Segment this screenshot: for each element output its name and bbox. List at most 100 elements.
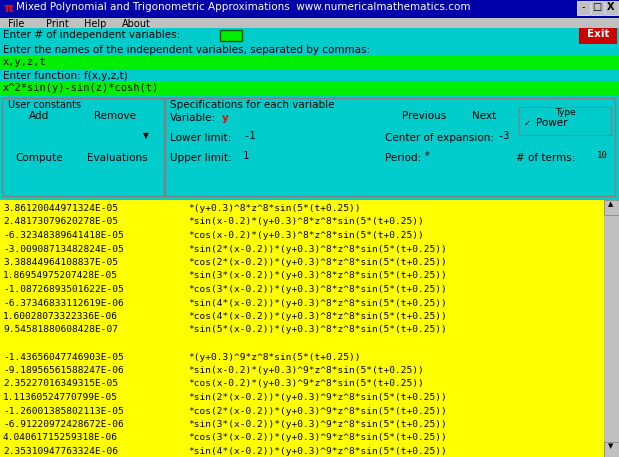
Text: Enter # of independent variables:: Enter # of independent variables: [3, 30, 180, 40]
Text: *(y+0.3)^9*z^8*sin(5*(t+0.25)): *(y+0.3)^9*z^8*sin(5*(t+0.25)) [188, 352, 360, 361]
Text: Upper limit:: Upper limit: [170, 153, 232, 163]
Bar [2, 98, 164, 196]
Bar [494, 130, 604, 144]
Text: 9.54581880608428E-07: 9.54581880608428E-07 [3, 325, 118, 335]
Text: *cos(2*(x-0.2))*(y+0.3)^9*z^8*sin(5*(t+0.25)): *cos(2*(x-0.2))*(y+0.3)^9*z^8*sin(5*(t+0… [188, 406, 447, 415]
Text: -1.26001385802113E-05: -1.26001385802113E-05 [3, 406, 124, 415]
Bar [604, 200, 619, 457]
Text: *sin(5*(x-0.2))*(y+0.3)^8*z^8*sin(5*(t+0.25)): *sin(5*(x-0.2))*(y+0.3)^8*z^8*sin(5*(t+0… [188, 325, 447, 335]
Text: *sin(x-0.2)*(y+0.3)^8*z^8*sin(5*(t+0.25)): *sin(x-0.2)*(y+0.3)^8*z^8*sin(5*(t+0.25)… [188, 218, 424, 227]
Bar [591, 1, 604, 15]
Bar [0, 96, 619, 200]
Text: -: - [581, 2, 585, 12]
Text: *sin(x-0.2)*(y+0.3)^9*z^8*sin(5*(t+0.25)): *sin(x-0.2)*(y+0.3)^9*z^8*sin(5*(t+0.25)… [188, 366, 424, 375]
Text: Next: Next [472, 111, 496, 121]
Text: *cos(3*(x-0.2))*(y+0.3)^8*z^8*sin(5*(t+0.25)): *cos(3*(x-0.2))*(y+0.3)^8*z^8*sin(5*(t+0… [188, 285, 447, 294]
Text: ✓: ✓ [524, 119, 530, 128]
Text: 2.35310947763324E-06: 2.35310947763324E-06 [3, 447, 118, 456]
Bar [519, 107, 611, 135]
Text: -1.43656047746903E-05: -1.43656047746903E-05 [3, 352, 124, 361]
Text: Add: Add [29, 111, 49, 121]
Bar [8, 110, 70, 126]
Text: *: * [423, 151, 429, 161]
Text: 2.35227016349315E-05: 2.35227016349315E-05 [3, 379, 118, 388]
Text: x^2*sin(y)-sin(z)*cosh(t): x^2*sin(y)-sin(z)*cosh(t) [3, 83, 159, 93]
Text: 1: 1 [243, 151, 249, 161]
Text: Evaluations: Evaluations [87, 153, 147, 163]
Text: 1.86954975207428E-05: 1.86954975207428E-05 [3, 271, 118, 281]
Text: Help: Help [84, 19, 106, 29]
Text: *cos(2*(x-0.2))*(y+0.3)^8*z^8*sin(5*(t+0.25)): *cos(2*(x-0.2))*(y+0.3)^8*z^8*sin(5*(t+0… [188, 258, 447, 267]
Text: 4.04061715259318E-06: 4.04061715259318E-06 [3, 434, 118, 442]
Bar [604, 200, 619, 215]
Bar [0, 56, 619, 70]
Text: ▲: ▲ [608, 201, 613, 207]
Bar [0, 200, 604, 457]
Text: Compute: Compute [15, 153, 63, 163]
Text: 3.38844964108837E-05: 3.38844964108837E-05 [3, 258, 118, 267]
Bar [220, 30, 242, 41]
Text: Print: Print [46, 19, 69, 29]
Text: ▼: ▼ [608, 443, 613, 449]
Text: -6.32348389641418E-05: -6.32348389641418E-05 [3, 231, 124, 240]
Bar [138, 130, 154, 146]
Text: -3.00908713482824E-05: -3.00908713482824E-05 [3, 244, 124, 254]
Text: Period:: Period: [385, 153, 422, 163]
Text: *sin(2*(x-0.2))*(y+0.3)^9*z^8*sin(5*(t+0.25)): *sin(2*(x-0.2))*(y+0.3)^9*z^8*sin(5*(t+0… [188, 393, 447, 402]
Text: *cos(3*(x-0.2))*(y+0.3)^9*z^8*sin(5*(t+0.25)): *cos(3*(x-0.2))*(y+0.3)^9*z^8*sin(5*(t+0… [188, 434, 447, 442]
Bar [0, 28, 619, 44]
Text: ▼: ▼ [143, 131, 149, 140]
Text: π: π [3, 2, 13, 15]
Text: -6.91220972428672E-06: -6.91220972428672E-06 [3, 420, 124, 429]
Text: 1.60028073322336E-06: 1.60028073322336E-06 [3, 312, 118, 321]
Text: 10: 10 [597, 151, 608, 160]
Text: *cos(4*(x-0.2))*(y+0.3)^8*z^8*sin(5*(t+0.25)): *cos(4*(x-0.2))*(y+0.3)^8*z^8*sin(5*(t+0… [188, 312, 447, 321]
Text: □: □ [592, 2, 602, 12]
Text: *(y+0.3)^8*z^8*sin(5*(t+0.25)): *(y+0.3)^8*z^8*sin(5*(t+0.25)) [188, 204, 360, 213]
Bar [577, 1, 590, 15]
Text: # of terms:: # of terms: [516, 153, 576, 163]
Bar [604, 442, 619, 457]
Text: -6.37346833112619E-06: -6.37346833112619E-06 [3, 298, 124, 308]
Text: About: About [122, 19, 151, 29]
Bar [522, 118, 532, 128]
Bar [8, 130, 138, 146]
Text: Enter the names of the independent variables, separated by commas:: Enter the names of the independent varia… [3, 45, 370, 55]
Text: Remove: Remove [94, 111, 136, 121]
Bar [240, 150, 380, 164]
Bar [461, 110, 508, 125]
Text: 1.11360524770799E-05: 1.11360524770799E-05 [3, 393, 118, 402]
Text: Type: Type [555, 108, 576, 117]
Text: *cos(x-0.2)*(y+0.3)^8*z^8*sin(5*(t+0.25)): *cos(x-0.2)*(y+0.3)^8*z^8*sin(5*(t+0.25)… [188, 231, 424, 240]
Text: X: X [607, 2, 615, 12]
Text: -3: -3 [497, 131, 509, 141]
Text: *sin(3*(x-0.2))*(y+0.3)^8*z^8*sin(5*(t+0.25)): *sin(3*(x-0.2))*(y+0.3)^8*z^8*sin(5*(t+0… [188, 271, 447, 281]
Text: Enter function: f(x,y,z,t): Enter function: f(x,y,z,t) [3, 71, 128, 81]
Bar [240, 130, 380, 144]
Text: Power: Power [536, 118, 568, 128]
Text: *sin(4*(x-0.2))*(y+0.3)^9*z^8*sin(5*(t+0.25)): *sin(4*(x-0.2))*(y+0.3)^9*z^8*sin(5*(t+0… [188, 447, 447, 456]
Bar [534, 117, 607, 130]
Bar [0, 82, 619, 96]
Bar [0, 0, 619, 18]
Text: *sin(4*(x-0.2))*(y+0.3)^8*z^8*sin(5*(t+0.25)): *sin(4*(x-0.2))*(y+0.3)^8*z^8*sin(5*(t+0… [188, 298, 447, 308]
Bar [595, 150, 613, 164]
Text: -1: -1 [243, 131, 256, 141]
Text: Exit: Exit [587, 29, 609, 39]
Bar [393, 110, 455, 125]
Bar [605, 1, 618, 15]
Text: Specifications for each variable: Specifications for each variable [170, 100, 334, 110]
Text: Center of expansion:: Center of expansion: [385, 133, 494, 143]
Bar [420, 150, 600, 164]
Bar [78, 152, 156, 168]
Text: *sin(2*(x-0.2))*(y+0.3)^8*z^8*sin(5*(t+0.25)): *sin(2*(x-0.2))*(y+0.3)^8*z^8*sin(5*(t+0… [188, 244, 447, 254]
Bar [0, 44, 619, 58]
Text: Previous: Previous [402, 111, 446, 121]
Text: 3.86120044971324E-05: 3.86120044971324E-05 [3, 204, 118, 213]
Bar [165, 98, 615, 196]
Text: y: y [222, 113, 229, 123]
Text: User constants: User constants [8, 100, 81, 110]
Bar [0, 70, 619, 84]
Bar [78, 110, 153, 126]
Text: 2.48173079620278E-05: 2.48173079620278E-05 [3, 218, 118, 227]
